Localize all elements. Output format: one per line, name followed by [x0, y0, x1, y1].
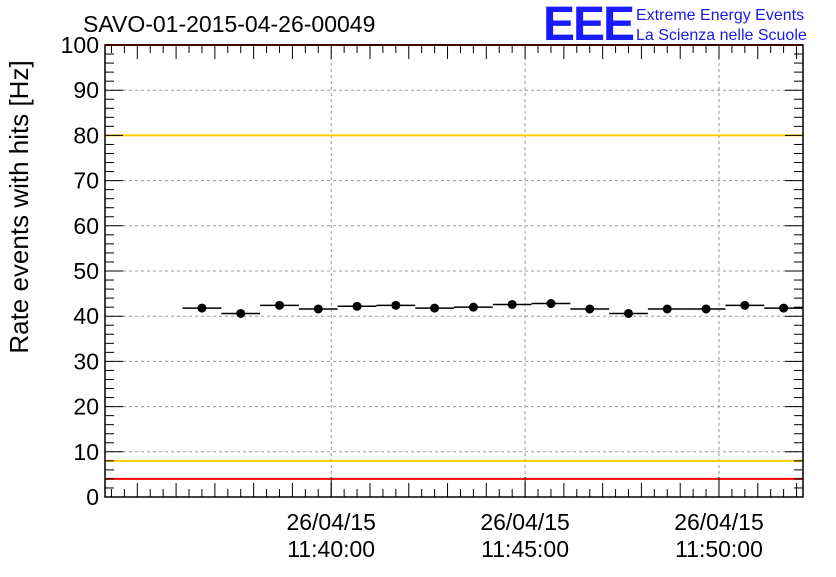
- data-point: [468, 302, 478, 312]
- y-tick-label: 80: [73, 122, 99, 148]
- data-point: [313, 304, 323, 314]
- data-point: [197, 303, 207, 313]
- y-tick-label: 90: [73, 77, 99, 103]
- data-point: [546, 299, 556, 309]
- y-tick-label: 30: [73, 348, 99, 374]
- data-point: [430, 303, 440, 313]
- x-tick-date: 26/04/15: [674, 509, 764, 535]
- x-tick-time: 11:50:00: [675, 536, 763, 562]
- data-point: [701, 304, 711, 314]
- x-tick-date: 26/04/15: [480, 509, 570, 535]
- y-tick-label: 100: [61, 32, 99, 58]
- y-ticks: 0 10 20 30 40 50 60 70 80 90 100: [61, 32, 803, 510]
- x-tick-time: 11:45:00: [481, 536, 569, 562]
- x-ticks: 26/04/1511:40:0026/04/1511:45:0026/04/15…: [110, 45, 798, 562]
- data-point: [391, 300, 401, 310]
- y-tick-label: 60: [73, 213, 99, 239]
- data-point: [352, 301, 362, 311]
- x-tick-time: 11:40:00: [287, 536, 375, 562]
- y-tick-label: 70: [73, 168, 99, 194]
- y-tick-label: 0: [86, 484, 99, 510]
- data-point: [507, 299, 517, 309]
- logo-line-1: Extreme Energy Events: [636, 7, 804, 24]
- data-point: [740, 300, 750, 310]
- data-point: [779, 303, 789, 313]
- data-point: [585, 304, 595, 314]
- eee-logo: EEE Extreme Energy Events La Scienza nel…: [543, 0, 807, 51]
- x-tick-date: 26/04/15: [286, 509, 376, 535]
- logo-line-2: La Scienza nelle Scuole: [636, 27, 807, 44]
- data-point: [236, 308, 246, 318]
- y-tick-label: 20: [73, 394, 99, 420]
- data-points: [182, 299, 803, 318]
- data-point: [662, 304, 672, 314]
- data-point: [624, 308, 633, 318]
- logo-mark: EEE: [543, 0, 634, 51]
- y-axis-label: Rate events with hits [Hz]: [4, 60, 34, 353]
- y-tick-label: 50: [73, 258, 99, 284]
- y-tick-label: 40: [73, 303, 99, 329]
- chart-title: SAVO-01-2015-04-26-00049: [83, 11, 375, 37]
- y-tick-label: 10: [73, 439, 99, 465]
- data-point: [275, 300, 284, 310]
